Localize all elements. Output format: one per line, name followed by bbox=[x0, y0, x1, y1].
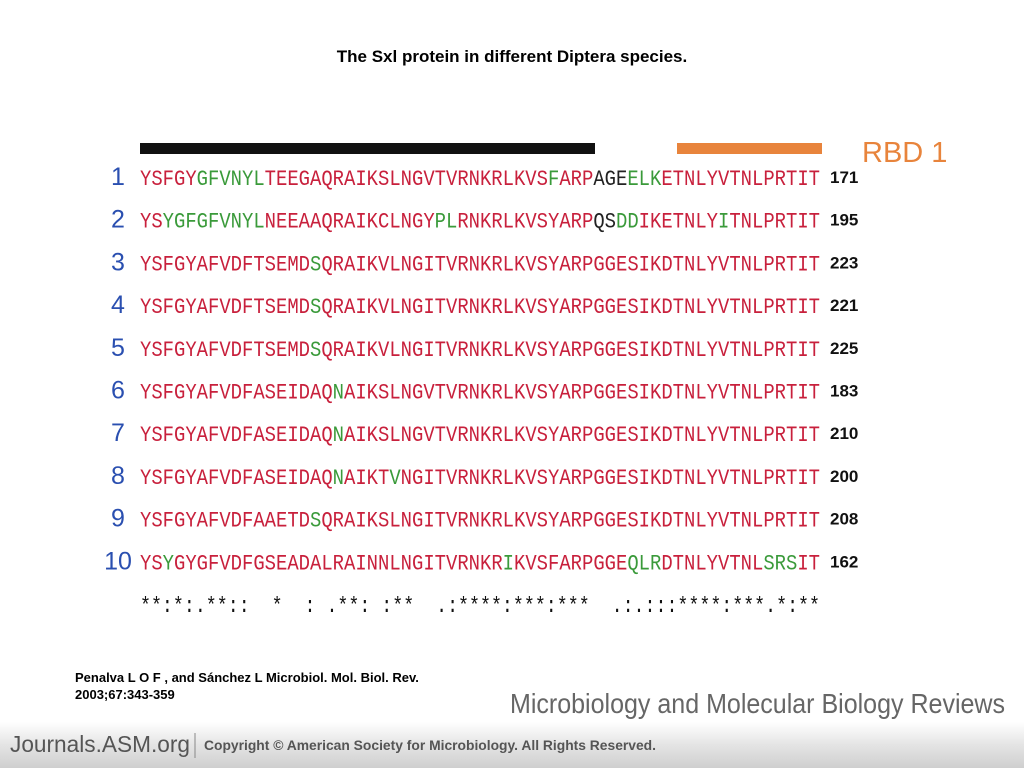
residue-number: 171 bbox=[830, 168, 858, 187]
residues: IT bbox=[797, 551, 820, 576]
row-label: 4 bbox=[111, 291, 125, 319]
residues: N bbox=[333, 466, 344, 491]
residues: SRS bbox=[763, 551, 797, 576]
residues: DD bbox=[616, 210, 639, 235]
row-label: 5 bbox=[111, 334, 125, 362]
residues: N bbox=[333, 381, 344, 406]
residues: QS bbox=[593, 210, 616, 235]
residues: QRAIKSLNGITVRNKRLKVSYARPGGESIKDTNLYVTNLP… bbox=[321, 509, 820, 534]
row-label: 3 bbox=[111, 248, 125, 276]
residues: YS bbox=[140, 551, 163, 576]
residues: QRAIKVLNGITVRNKRLKVSYARPGGESIKDTNLYVTNLP… bbox=[321, 295, 820, 320]
residues: TNLPRTIT bbox=[729, 210, 820, 235]
residues: S bbox=[310, 252, 321, 277]
residues: YSFGYAFVDFTSEMD bbox=[140, 338, 310, 363]
sequence: YSFGYAFVDFTSEMDSQRAIKVLNGITVRNKRLKVSYARP… bbox=[140, 252, 820, 277]
residues: GFVNYL bbox=[197, 167, 265, 192]
black-bar bbox=[140, 143, 595, 154]
residues: YSFGYAFVDFAAETD bbox=[140, 509, 310, 534]
residue-number: 200 bbox=[830, 467, 858, 486]
conservation: **:*:.**:: * : .**: :** .:****:***:*** .… bbox=[140, 594, 820, 619]
residues: RNKRLKVSYARP bbox=[457, 210, 593, 235]
residues: S bbox=[310, 509, 321, 534]
residues: ELK bbox=[627, 167, 662, 192]
residue-number: 225 bbox=[830, 339, 858, 358]
copyright: Copyright © American Society for Microbi… bbox=[204, 737, 656, 753]
residues: YSFGYAFVDFASEIDAQ bbox=[140, 381, 333, 406]
residues: AGE bbox=[593, 167, 627, 192]
residues: F bbox=[548, 167, 559, 192]
residues: YSFGYAFVDFTSEMD bbox=[140, 252, 310, 277]
residues: N bbox=[333, 423, 344, 448]
footer-band bbox=[0, 722, 1024, 768]
residue-number: 183 bbox=[830, 382, 858, 401]
journal-name: Microbiology and Molecular Biology Revie… bbox=[510, 688, 1005, 719]
residues: GFGFVNYL bbox=[174, 210, 265, 235]
site-name: Journals.ASM.org bbox=[10, 731, 190, 757]
residues: NEEAAQRAIKCLNGY bbox=[265, 210, 435, 235]
row-label: 2 bbox=[111, 206, 125, 234]
citation-line: Penalva L O F , and Sánchez L Microbiol.… bbox=[75, 670, 419, 685]
sequence: YSFGYAFVDFTSEMDSQRAIKVLNGITVRNKRLKVSYARP… bbox=[140, 338, 820, 363]
row-label: 6 bbox=[111, 377, 125, 405]
residues: QLR bbox=[627, 551, 661, 576]
row-label: 10 bbox=[104, 547, 132, 575]
sequence: YSFGYAFVDFASEIDAQNAIKTVNGITVRNKRLKVSYARP… bbox=[140, 466, 820, 491]
residue-number: 221 bbox=[830, 296, 858, 315]
citation-line: 2003;67:343-359 bbox=[75, 687, 175, 702]
domain-label: RBD 1 bbox=[862, 137, 947, 169]
sequence: YSYGFGFVNYLNEEAAQRAIKCLNGYPLRNKRLKVSYARP… bbox=[140, 210, 820, 235]
residues: S bbox=[310, 295, 321, 320]
residues: YS bbox=[140, 210, 163, 235]
residues: YSFGYAFVDFASEIDAQ bbox=[140, 466, 333, 491]
row-label: 7 bbox=[111, 419, 125, 447]
row-label: 8 bbox=[111, 462, 125, 490]
residue-number: 223 bbox=[830, 253, 858, 272]
orange-bar bbox=[677, 143, 822, 154]
residues: I bbox=[718, 210, 729, 235]
sequence: YSFGYAFVDFTSEMDSQRAIKVLNGITVRNKRLKVSYARP… bbox=[140, 295, 820, 320]
residues: Y bbox=[163, 210, 174, 235]
residues: AIKT bbox=[344, 466, 389, 491]
residues: AIKSLNGVTVRNKRLKVSYARPGGESIKDTNLYVTNLPRT… bbox=[344, 423, 820, 448]
residues: DTNLYVTNL bbox=[661, 551, 763, 576]
row-label: 9 bbox=[111, 505, 125, 533]
residues: KVSFARPGGE bbox=[514, 551, 627, 576]
residues: NGITVRNKRLKVSYARPGGESIKDTNLYVTNLPRTIT bbox=[401, 466, 820, 491]
residues: PL bbox=[435, 210, 458, 235]
residues: ETNLYVTNLPRTIT bbox=[661, 167, 820, 192]
residue-number: 195 bbox=[830, 211, 858, 230]
residues: YSFGYAFVDFTSEMD bbox=[140, 295, 310, 320]
residue-number: 162 bbox=[830, 552, 858, 571]
sequence: YSFGYGFVNYLTEEGAQRAIKSLNGVTVRNKRLKVSFARP… bbox=[140, 167, 820, 192]
sequence: YSYGYGFVDFGSEADALRAINNLNGITVRNKRIKVSFARP… bbox=[140, 551, 820, 576]
residues: QRAIKVLNGITVRNKRLKVSYARPGGESIKDTNLYVTNLP… bbox=[321, 338, 820, 363]
residue-number: 208 bbox=[830, 510, 858, 529]
residues: YSFGY bbox=[140, 167, 197, 192]
residue-number: 210 bbox=[830, 424, 858, 443]
sequence: YSFGYAFVDFASEIDAQNAIKSLNGVTVRNKRLKVSYARP… bbox=[140, 381, 820, 406]
residues: GYGFVDFGSEADALRAINNLNGITVRNKR bbox=[174, 551, 503, 576]
row-label: 1 bbox=[111, 163, 125, 191]
residues: ARP bbox=[559, 167, 593, 192]
residues: AIKSLNGVTVRNKRLKVSYARPGGESIKDTNLYVTNLPRT… bbox=[344, 381, 820, 406]
alignment: 1 YSFGYGFVNYLTEEGAQRAIKSLNGVTVRNKRLKVSFAR… bbox=[104, 163, 858, 619]
residues: I bbox=[503, 551, 514, 576]
residues: Y bbox=[163, 551, 174, 576]
title: The Sxl protein in different Diptera spe… bbox=[337, 47, 687, 66]
residues: TEEGAQRAIKSLNGVTVRNKRLKVS bbox=[265, 167, 548, 192]
sequence: YSFGYAFVDFAAETDSQRAIKSLNGITVRNKRLKVSYARP… bbox=[140, 509, 820, 534]
residues: QRAIKVLNGITVRNKRLKVSYARPGGESIKDTNLYVTNLP… bbox=[321, 252, 820, 277]
residues: V bbox=[389, 466, 401, 491]
residues: S bbox=[310, 338, 321, 363]
residues: IKETNLY bbox=[639, 210, 718, 235]
sequence: YSFGYAFVDFASEIDAQNAIKSLNGVTVRNKRLKVSYARP… bbox=[140, 423, 820, 448]
residues: YSFGYAFVDFASEIDAQ bbox=[140, 423, 333, 448]
